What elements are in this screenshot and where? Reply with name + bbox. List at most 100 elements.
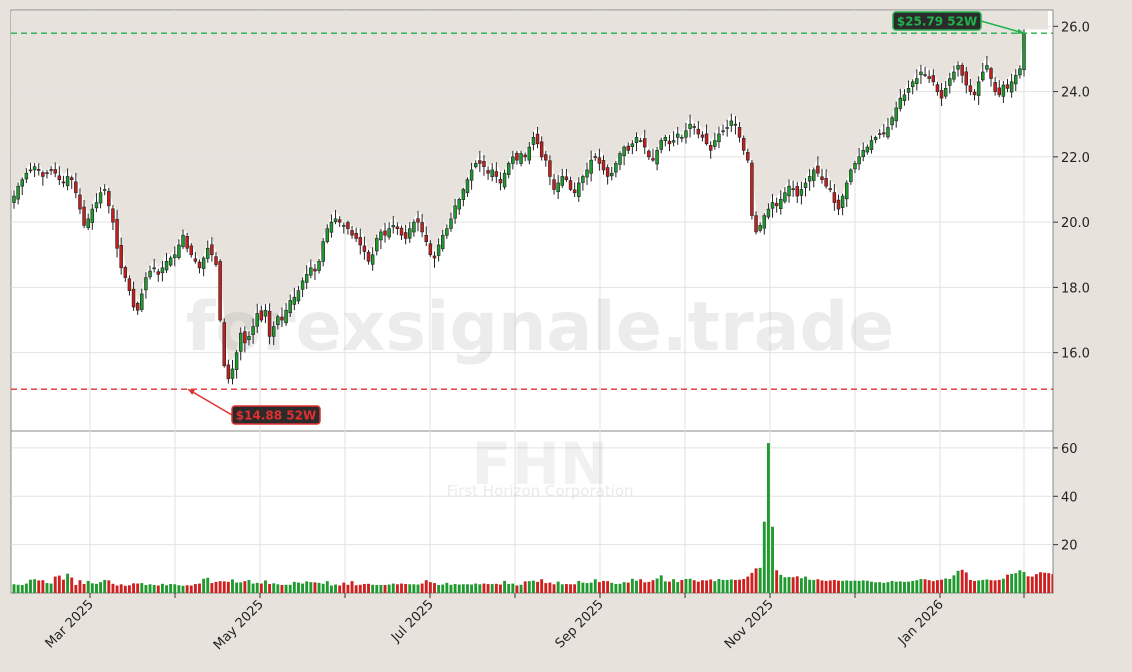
volume-bar	[354, 585, 358, 593]
volume-bar	[507, 584, 511, 593]
candle	[989, 66, 993, 87]
candle	[238, 327, 243, 361]
volume-bar	[758, 567, 762, 593]
candle	[539, 136, 544, 161]
volume-bar	[482, 583, 486, 593]
volume-bar	[239, 582, 243, 593]
volume-bar	[226, 581, 230, 593]
volume-bar	[74, 585, 78, 593]
candle	[276, 314, 280, 330]
volume-bar	[824, 580, 828, 593]
candle	[436, 238, 441, 262]
volume-bar	[70, 577, 74, 593]
candle	[197, 259, 202, 274]
volume-bar	[688, 578, 692, 593]
volume-gridlines	[11, 431, 1053, 593]
volume-bar	[292, 581, 296, 593]
volume-bar	[437, 585, 441, 593]
candle	[379, 228, 383, 250]
candle	[32, 163, 37, 178]
watermark-site: forexsignale.trade	[186, 288, 895, 367]
watermark-company: First Horizon Corporation	[446, 482, 633, 500]
volume-bar	[99, 582, 103, 593]
volume-bar	[878, 582, 882, 593]
candle	[486, 166, 490, 180]
candle	[1009, 73, 1014, 98]
volume-bar	[886, 582, 890, 593]
candle	[642, 129, 647, 155]
volume-bar	[536, 581, 539, 593]
volume-bar	[478, 584, 482, 593]
volume-bar	[610, 582, 614, 593]
candle	[375, 234, 379, 256]
volume-bar	[948, 578, 952, 593]
volume-bar	[259, 583, 263, 593]
volume-bar	[985, 579, 989, 593]
candle	[1001, 81, 1006, 104]
volume-bar	[181, 585, 185, 593]
volume-bar	[841, 580, 845, 593]
volume-bar	[449, 584, 453, 593]
watermark-ticker: FHN	[472, 430, 609, 498]
candle	[490, 163, 494, 182]
volume-bar	[956, 570, 960, 593]
volume-bar	[177, 585, 181, 593]
volume-bar	[428, 582, 432, 593]
volume-bar	[968, 579, 972, 593]
volume-bar	[400, 583, 403, 593]
volume-bar	[1064, 576, 1067, 593]
candle	[164, 252, 169, 274]
candle	[329, 214, 334, 238]
volume-bar	[1022, 571, 1026, 593]
volume-bar	[255, 582, 259, 593]
volume-bar	[305, 581, 309, 593]
low-52w-arrow	[187, 388, 233, 416]
candle	[519, 150, 523, 167]
candle	[57, 166, 62, 185]
volume-bar	[107, 580, 111, 593]
candle	[890, 115, 894, 130]
candle	[140, 288, 144, 312]
volume-bar	[618, 583, 622, 593]
price-ytick-label: 20.0	[1061, 216, 1090, 231]
candle	[853, 160, 857, 174]
volume-bar	[544, 583, 548, 593]
candle	[292, 287, 297, 311]
volume-bar	[317, 582, 321, 593]
candle	[564, 169, 569, 182]
volume-bar	[849, 580, 853, 593]
volume-bar	[808, 579, 812, 593]
candle	[247, 331, 251, 346]
volume-bar	[66, 573, 70, 593]
volume-bar	[276, 584, 280, 593]
volume-bar	[1030, 576, 1034, 593]
volume-bar	[964, 572, 968, 593]
volume-bar	[845, 580, 849, 593]
volume-bar	[119, 584, 123, 593]
candle	[284, 303, 288, 326]
volume-bar	[1010, 573, 1014, 593]
candle	[482, 155, 486, 176]
volume-bar	[371, 584, 375, 593]
volume-bar	[663, 581, 667, 593]
volume-bar	[898, 581, 902, 593]
candle	[16, 182, 20, 205]
candle	[78, 188, 82, 214]
volume-bar	[540, 579, 544, 593]
candle	[605, 164, 610, 185]
candle	[469, 162, 474, 190]
candle	[906, 80, 911, 101]
volume-bar	[123, 585, 127, 593]
volume-bar	[12, 584, 16, 593]
volume-bar	[218, 581, 222, 593]
candle	[597, 148, 602, 171]
candle	[593, 153, 598, 161]
price-area-shading	[11, 11, 1048, 360]
candle	[259, 305, 264, 323]
volume-bar	[742, 578, 746, 593]
candle	[548, 155, 552, 186]
volume-bar	[412, 584, 416, 593]
volume-bar	[573, 584, 577, 593]
candle	[74, 172, 78, 199]
volume-bar	[268, 584, 272, 593]
